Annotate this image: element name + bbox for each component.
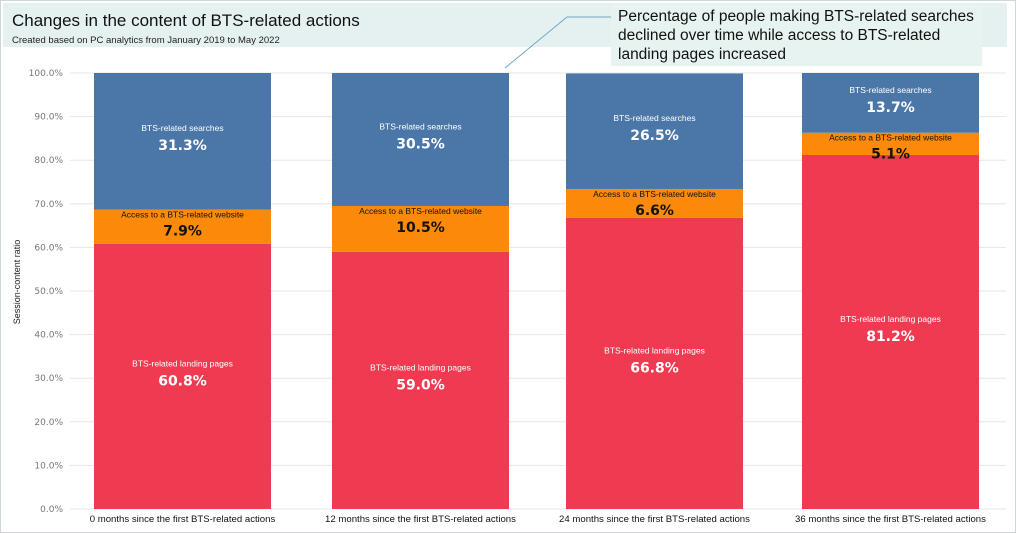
y-tick-label: 10.0%	[34, 461, 63, 471]
bar-segment	[566, 217, 743, 509]
segment-series-label: BTS-related landing pages	[840, 314, 941, 324]
segment-series-label: BTS-related landing pages	[132, 358, 233, 368]
callout-leader-line	[504, 16, 568, 69]
y-tick-label: 90.0%	[34, 113, 63, 123]
y-tick-label: 60.0%	[34, 243, 63, 253]
segment-value-label: 10.5%	[396, 220, 445, 236]
x-category-label: 36 months since the first BTS-related ac…	[795, 514, 986, 525]
y-tick-label: 80.0%	[34, 156, 63, 166]
segment-series-label: Access to a BTS-related website	[829, 133, 952, 143]
segment-series-label: BTS-related landing pages	[604, 345, 705, 355]
bar-segment	[802, 132, 979, 155]
x-axis-categories: 0 months since the first BTS-related act…	[90, 514, 986, 525]
bar-segment	[566, 73, 743, 189]
segment-series-label: Access to a BTS-related website	[359, 206, 482, 216]
y-tick-label: 20.0%	[34, 418, 63, 428]
y-tick-label: 100.0%	[29, 69, 64, 79]
bar-segment	[802, 73, 979, 133]
segment-value-label: 66.8%	[630, 360, 679, 376]
segment-value-label: 13.7%	[866, 100, 915, 116]
y-tick-label: 0.0%	[40, 505, 63, 515]
y-tick-label: 70.0%	[34, 200, 63, 210]
segment-series-label: BTS-related searches	[379, 121, 461, 131]
bar-segment	[332, 205, 509, 252]
segment-value-label: 30.5%	[396, 136, 445, 152]
y-tick-label: 50.0%	[34, 287, 63, 297]
segment-series-label: BTS-related searches	[849, 85, 931, 95]
bar-segment	[802, 154, 979, 509]
callout-box: Percentage of people making BTS-related …	[611, 4, 982, 66]
segment-value-label: 31.3%	[158, 138, 207, 154]
bar-segment	[332, 73, 509, 206]
y-axis-label: Session-content ratio	[12, 239, 22, 325]
bar-segment	[94, 243, 271, 510]
bar-stack: BTS-related landing pages 59.0% Access to …	[332, 73, 509, 509]
x-category-label: 24 months since the first BTS-related ac…	[559, 514, 750, 525]
y-tick-label: 30.0%	[34, 374, 63, 384]
segment-value-label: 60.8%	[158, 373, 207, 389]
bar-segment	[332, 251, 509, 509]
bar-stack: BTS-related landing pages 66.8% Access to …	[566, 73, 743, 509]
x-category-label: 12 months since the first BTS-related ac…	[325, 514, 516, 525]
bar-segment	[94, 73, 271, 210]
y-tick-label: 40.0%	[34, 331, 63, 341]
callout-leader	[504, 16, 611, 69]
bar-segment	[94, 209, 271, 244]
callout-text: Percentage of people making BTS-related …	[618, 8, 974, 63]
chart-title: Changes in the content of BTS-related ac…	[12, 11, 360, 30]
segment-value-label: 6.6%	[635, 203, 674, 219]
segment-value-label: 81.2%	[866, 329, 915, 345]
chart-subtitle: Created based on PC analytics from Janua…	[12, 35, 280, 46]
segment-series-label: Access to a BTS-related website	[121, 209, 244, 219]
segment-series-label: BTS-related searches	[141, 123, 223, 133]
segment-series-label: BTS-related landing pages	[370, 362, 471, 372]
segment-series-label: BTS-related searches	[613, 113, 695, 123]
segment-value-label: 59.0%	[396, 377, 445, 393]
bar-stack: BTS-related landing pages 81.2% Access to …	[802, 73, 979, 509]
segment-value-label: 5.1%	[871, 147, 910, 163]
segment-value-label: 7.9%	[163, 223, 202, 239]
bar-stack: BTS-related landing pages 60.8% Access to …	[94, 73, 271, 510]
bar-stacks: BTS-related landing pages 60.8% Access to …	[94, 73, 979, 510]
y-axis-ticks: 0.0% 10.0% 20.0% 30.0% 40.0% 50.0% 60.0% 70.0% 8…	[29, 69, 64, 515]
segment-series-label: Access to a BTS-related website	[593, 189, 716, 199]
bar-segment	[566, 188, 743, 218]
segment-value-label: 26.5%	[630, 128, 679, 144]
x-category-label: 0 months since the first BTS-related act…	[90, 514, 276, 525]
